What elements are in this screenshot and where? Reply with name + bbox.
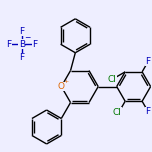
Text: F: F	[146, 57, 151, 66]
Text: F: F	[32, 40, 38, 49]
Text: F: F	[19, 53, 24, 62]
Text: F: F	[6, 40, 11, 49]
Text: Cl: Cl	[113, 108, 122, 117]
Text: −: −	[24, 33, 30, 42]
Text: F: F	[146, 107, 151, 116]
Text: B: B	[19, 40, 25, 49]
Text: +: +	[63, 79, 69, 84]
Text: O: O	[58, 82, 65, 91]
Text: F: F	[19, 27, 24, 36]
Text: Cl: Cl	[108, 75, 117, 84]
